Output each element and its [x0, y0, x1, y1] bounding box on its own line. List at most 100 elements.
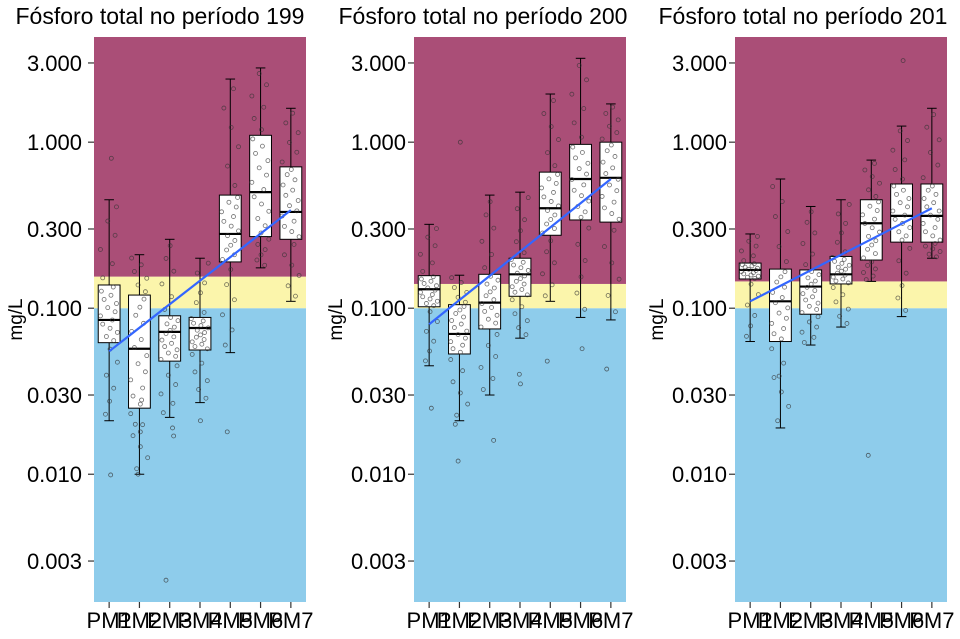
data-point — [162, 344, 168, 349]
y-tick-label: 0.003 — [672, 549, 727, 574]
data-point — [815, 300, 821, 306]
data-point — [548, 124, 554, 129]
data-point — [255, 216, 261, 221]
outlier-point — [518, 381, 523, 387]
data-point — [171, 334, 177, 340]
box-PM1 — [417, 223, 441, 411]
data-point — [100, 321, 106, 327]
data-point — [110, 284, 116, 290]
outlier-point — [491, 437, 497, 443]
data-point — [193, 334, 199, 340]
data-point — [899, 237, 905, 243]
data-point — [204, 346, 210, 352]
data-point — [137, 401, 143, 407]
data-point — [890, 208, 896, 214]
data-point — [282, 223, 287, 229]
trend-line — [428, 178, 612, 326]
data-point — [837, 313, 843, 319]
data-point — [615, 117, 621, 123]
data-point — [755, 265, 760, 271]
data-point — [814, 324, 820, 330]
data-point — [418, 289, 423, 295]
data-point — [923, 229, 928, 235]
data-point — [873, 194, 879, 199]
outlier-point — [865, 452, 871, 458]
data-point — [928, 150, 933, 155]
x-tick-label: PM1 — [407, 608, 452, 633]
data-point — [283, 192, 289, 198]
data-point — [524, 292, 530, 298]
data-point — [261, 187, 267, 192]
data-point — [845, 306, 851, 312]
data-point — [863, 277, 869, 283]
data-point — [448, 357, 454, 362]
box-PM5 — [859, 159, 883, 458]
data-point — [254, 257, 260, 263]
data-point — [219, 209, 224, 215]
data-point — [427, 296, 433, 302]
box-PM5 — [538, 93, 562, 364]
data-point — [460, 342, 466, 348]
data-point — [107, 398, 113, 404]
data-point — [552, 212, 558, 218]
data-point — [569, 91, 575, 97]
data-point — [869, 225, 875, 231]
y-tick-label: 0.003 — [351, 549, 406, 574]
data-point — [233, 204, 239, 210]
data-point — [511, 262, 516, 268]
data-point — [137, 444, 143, 450]
data-point — [578, 214, 584, 220]
data-point — [114, 204, 119, 210]
data-point — [256, 165, 262, 171]
data-point — [907, 245, 913, 251]
x-tick-label: PM2 — [117, 608, 162, 633]
data-point — [199, 360, 205, 366]
outlier-point — [455, 458, 461, 464]
y-tick-label: 3.000 — [672, 51, 727, 76]
data-point — [266, 236, 272, 242]
data-point — [114, 329, 120, 335]
data-point — [478, 365, 484, 370]
data-point — [546, 176, 552, 182]
data-point — [450, 346, 456, 352]
data-point — [98, 288, 104, 294]
box-PM2 — [769, 178, 792, 429]
data-point — [555, 171, 561, 177]
outlier-point — [132, 421, 138, 427]
data-point — [932, 241, 938, 246]
data-point — [571, 120, 577, 126]
data-point — [573, 155, 578, 161]
data-point — [171, 324, 177, 330]
box-PM6 — [569, 57, 592, 352]
data-point — [867, 203, 873, 209]
x-tick-label: PM4 — [177, 608, 222, 633]
data-point — [423, 358, 428, 364]
data-point — [542, 293, 548, 299]
data-point — [451, 285, 457, 290]
data-point — [484, 281, 490, 287]
data-point — [779, 199, 785, 204]
data-point — [584, 77, 589, 83]
data-point — [220, 257, 225, 262]
data-point — [128, 377, 134, 383]
data-point — [133, 312, 139, 318]
y-tick-label: 0.010 — [672, 462, 727, 487]
data-point — [839, 260, 845, 266]
data-point — [582, 209, 588, 215]
data-point — [609, 211, 615, 216]
data-point — [581, 106, 587, 111]
data-point — [420, 268, 426, 274]
data-point — [495, 277, 501, 283]
chart-panel-3: 0.0030.0100.0300.1000.3001.0003.000PM1PM… — [647, 3, 954, 633]
y-tick-label: 0.100 — [27, 296, 82, 321]
y-tick-label: 0.030 — [672, 383, 727, 408]
data-point — [169, 294, 174, 300]
data-point — [804, 284, 810, 290]
data-point — [812, 288, 818, 293]
data-point — [874, 208, 880, 213]
data-point — [519, 304, 525, 310]
outlier-point — [139, 397, 145, 403]
data-point — [264, 82, 269, 88]
data-point — [541, 111, 547, 116]
data-point — [228, 267, 234, 272]
